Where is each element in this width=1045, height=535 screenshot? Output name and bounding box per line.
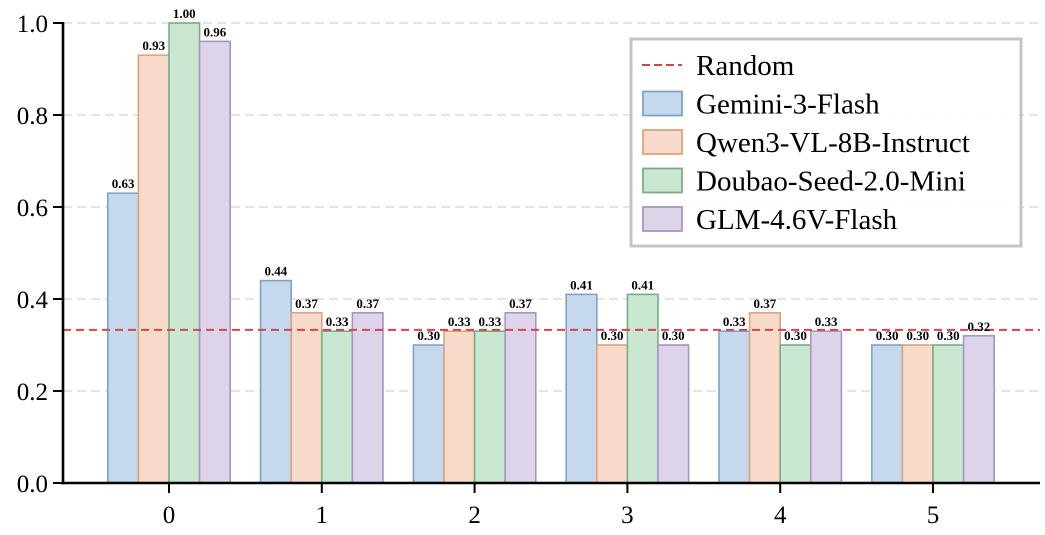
bar	[626, 293, 659, 484]
bar-value-label: 0.37	[754, 296, 777, 311]
bar-value-label: 0.44	[265, 264, 288, 279]
legend-label: GLM-4.6V-Flash	[696, 204, 898, 236]
y-tick-label: 1.0	[17, 11, 48, 38]
bar	[901, 344, 934, 484]
bar-value-label: 0.37	[509, 296, 532, 311]
legend-box	[629, 37, 1023, 248]
bar	[320, 330, 354, 484]
axes: 0.0 0.2 0.4 0.6 0.8 1.0 0 1 2 3 4 5	[17, 11, 1040, 529]
bar-value-label: 0.33	[723, 314, 746, 329]
bar	[504, 311, 537, 484]
bar	[595, 344, 629, 484]
bar	[779, 344, 812, 484]
y-tick-label: 0.2	[17, 379, 48, 406]
bar	[351, 311, 384, 484]
bar	[718, 330, 751, 484]
legend-label: Qwen3-VL-8B-Instruct	[696, 127, 970, 159]
legend-label: Doubao-Seed-2.0-Mini	[696, 166, 966, 198]
bar-value-label: 1.00	[173, 6, 196, 21]
bar-value-label: 0.30	[601, 328, 624, 343]
legend-patch-swatch	[642, 206, 683, 232]
y-tick-label: 0.0	[17, 471, 48, 498]
bar-value-label: 0.33	[479, 314, 502, 329]
bar-value-label: 0.30	[937, 328, 960, 343]
bars	[107, 22, 995, 484]
bar-value-label: 0.30	[876, 328, 899, 343]
bar	[473, 330, 507, 484]
bar-value-label: 0.30	[906, 328, 929, 343]
bar-value-label: 0.93	[142, 38, 165, 53]
bar-value-label: 0.37	[356, 296, 379, 311]
bar	[290, 311, 323, 484]
bar-value-label: 0.33	[326, 314, 349, 329]
bar-value-label: 0.30	[662, 328, 685, 343]
bar-value-label: 0.33	[815, 314, 838, 329]
bar	[565, 293, 598, 484]
bar	[412, 344, 445, 484]
y-tick-label: 0.6	[17, 195, 48, 222]
bar-value-label: 0.37	[295, 296, 318, 311]
bar-value-label: 0.30	[784, 328, 807, 343]
bar-value-label: 0.30	[417, 328, 440, 343]
x-tick-label: 2	[468, 502, 481, 529]
legend-label: Gemini-3-Flash	[696, 89, 880, 121]
bar	[932, 344, 965, 484]
bar-value-label: 0.96	[204, 24, 227, 39]
x-tick-label: 4	[774, 502, 787, 529]
bar-value-label: 0.41	[570, 277, 593, 292]
bar-value-label: 0.32	[968, 319, 991, 334]
bar	[443, 330, 476, 484]
bar	[168, 22, 201, 484]
legend: Random Gemini-3-Flash Qwen3-VL-8B-Instruct…	[629, 37, 1023, 248]
legend-label: Random	[696, 50, 795, 82]
bar-value-label: 0.41	[631, 277, 654, 292]
bar	[107, 192, 140, 484]
x-tick-label: 0	[163, 502, 176, 529]
bar	[809, 330, 843, 484]
bar	[657, 344, 690, 484]
bar	[870, 344, 904, 484]
legend-patch-swatch	[642, 90, 683, 117]
bar	[137, 54, 170, 484]
bar-value-label: 0.33	[448, 314, 471, 329]
x-tick-label: 5	[927, 502, 940, 529]
x-tick-label: 3	[621, 502, 634, 529]
bar	[962, 334, 995, 484]
bar-value-label: 0.63	[112, 176, 135, 191]
x-tick-label: 1	[316, 502, 329, 529]
legend-patch-swatch	[642, 167, 683, 194]
y-tick-label: 0.4	[17, 287, 49, 314]
y-tick-label: 0.8	[17, 103, 48, 130]
bar	[198, 40, 232, 484]
bar	[748, 311, 781, 484]
bar	[259, 279, 293, 484]
bar-value-labels: 0.63 0.93 1.00 0.96 0.44 0.37 0.33 0.37 0.30 0.33…	[112, 6, 991, 343]
legend-patch-swatch	[642, 129, 683, 155]
